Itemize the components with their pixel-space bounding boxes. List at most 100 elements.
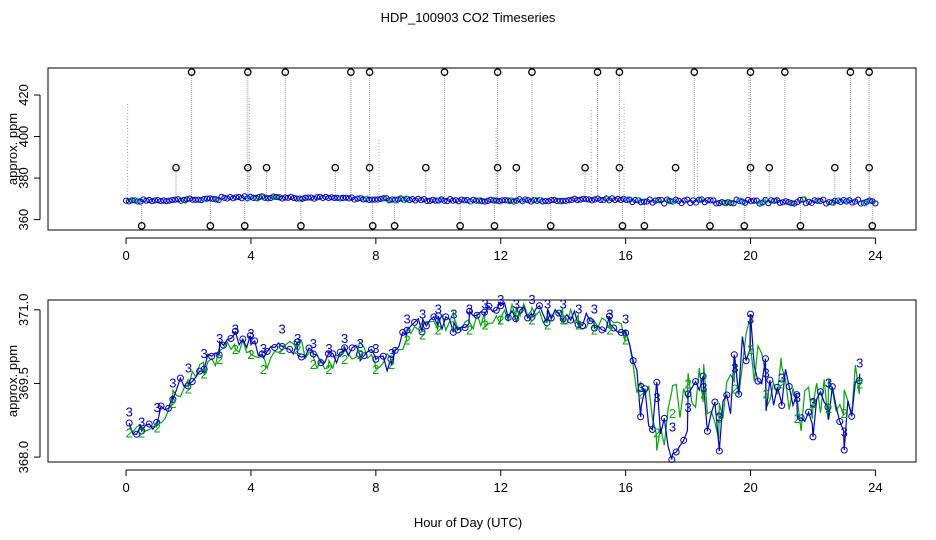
bottom-series-3-label: 3 [435,302,442,317]
top-baseline-point [261,194,269,201]
top-baseline-point [186,195,193,202]
bottom-series-3-point [598,326,606,334]
bottom-series-3-point [231,327,239,335]
top-baseline-point [805,198,812,205]
bottom-series-3-label: 3 [310,336,317,351]
bottom-series-3-label: 3 [279,321,286,336]
bottom-series-2-label: 2 [403,332,410,347]
top-baseline-point [768,197,775,204]
top-baseline-point [322,193,329,201]
bottom-series-3-point [219,341,227,349]
top-baseline-point [305,194,312,201]
top-baseline-point [169,196,176,204]
top-baseline-point [681,197,688,204]
top-baseline-point [273,193,280,201]
bottom-axes: 0 4 8 12 16 20 24 368.0 369.5 371.0 [16,294,883,495]
bottom-series-2-label: 2 [232,342,239,357]
bottom-series-3-label: 3 [216,331,223,346]
bottom-series-3-point [309,350,317,358]
top-panel: approx. ppm 0 4 8 12 16 20 24 360 380 400 420 [5,66,917,263]
bottom-series-2-label: 2 [669,406,676,421]
top-baseline-point [594,195,601,202]
bottom-series-3-point [305,344,313,352]
top-baseline-point [499,197,506,204]
bottom-series-2-label: 2 [310,357,317,372]
top-baseline-point [377,195,384,202]
bottom-series-3-point [125,419,133,427]
top-baseline-point [640,198,648,205]
top-baseline-point [154,197,161,204]
top-baseline-point [580,195,587,202]
top-baseline-point [311,195,318,202]
bottom-series-3-label: 3 [260,341,267,356]
bottom-series-3-label: 3 [126,405,133,420]
top-baseline-point [227,193,234,201]
top-baseline-point [328,194,335,201]
top-baseline-point [206,195,214,202]
bottom-series-3-point [715,447,723,455]
bottom-series-3-point [641,385,649,393]
top-baseline-point [588,197,595,204]
top-baseline-point [449,197,457,204]
bottom-series-3-point [680,436,688,444]
bottom-series-3-point [418,328,426,336]
bottom-series-3-point [138,427,146,435]
top-spikes-mid-point [172,163,180,172]
top-y-tick-label: 360 [16,209,31,231]
top-y-tick-label: 400 [16,126,31,148]
top-baseline-point [872,200,879,207]
bottom-series-3-point [239,335,247,343]
bottom-series-2-label: 2 [575,318,582,333]
bottom-series-3-point [434,312,442,320]
top-baseline-point [840,197,847,204]
bottom-series-2-label: 2 [544,318,551,333]
top-baseline-point [313,194,321,201]
bottom-series-3-label: 3 [466,302,473,317]
bottom-series-3-point [165,404,173,412]
top-baseline-point [394,196,402,203]
top-x-tick-label: 4 [247,248,254,263]
bottom-series-2-label: 2 [435,323,442,338]
bottom-series-3-label: 3 [700,380,707,395]
top-baseline-point [823,200,830,207]
top-baseline-point [325,194,332,202]
top-spikes-high-point [746,68,755,77]
top-baseline-point-alt [254,196,261,202]
top-spikes-low-point [740,221,749,230]
top-baseline-point [143,197,150,204]
top-baseline-point [849,199,856,206]
bottom-x-tick-label: 20 [743,480,757,495]
bottom-series-3-label: 3 [403,311,410,326]
bottom-series-3-point [785,382,793,390]
bottom-series-2-label: 2 [763,386,770,401]
top-baseline-point [198,197,205,204]
bottom-series-2-label: 2 [856,377,863,392]
top-baseline-point [554,197,561,205]
bottom-series-3-label: 3 [357,336,364,351]
top-baseline-point [374,196,381,203]
top-baseline-point [452,197,459,204]
figure-title: HDP_100903 CO2 Timeseries [381,10,556,25]
bottom-plot-frame [47,299,917,463]
bottom-series-2-label: 2 [357,347,364,362]
top-baseline-point [478,198,486,205]
bottom-series-3-point [793,391,801,399]
top-baseline-point [192,196,199,203]
top-baseline-point [568,196,575,203]
top-baseline-point [406,196,413,204]
bottom-series-3-label: 3 [653,390,660,405]
top-spikes-high-point [347,68,355,77]
top-baseline-point [342,194,350,201]
top-baseline-point [293,195,300,202]
bottom-y-axis-label: approx. ppm [5,345,20,417]
top-baseline-point [542,197,549,205]
top-baseline-point [172,196,179,203]
bottom-series-3-point [208,352,216,360]
bottom-series-3-point [317,359,325,367]
bottom-series-3-point [251,337,259,345]
bottom-series-3-point [196,367,204,375]
bottom-series-3-label: 3 [232,321,239,336]
top-x-tick-label: 16 [618,248,632,263]
